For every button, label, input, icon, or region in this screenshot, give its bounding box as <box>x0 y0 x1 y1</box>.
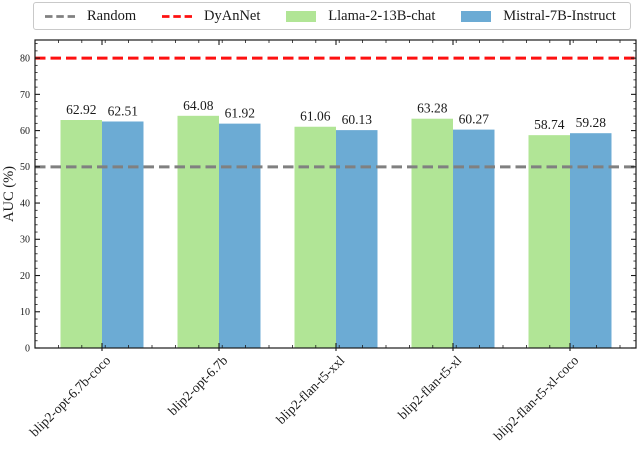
y-tick-label: 10 <box>20 307 30 318</box>
x-tick-label: blip2-opt-6.7b <box>165 353 231 419</box>
bar-blip2-flan-t5-xl-coco-Mistral-7B-Instruct <box>570 133 612 348</box>
x-tick-label: blip2-opt-6.7b-coco <box>27 353 114 440</box>
legend-swatch-rect <box>286 10 317 22</box>
legend-label-random: Random <box>87 7 137 24</box>
mistral-color-swatch <box>461 10 492 22</box>
legend-item-random: Random <box>44 8 136 25</box>
y-tick-label: 40 <box>20 198 30 209</box>
legend-item-mistral: Mistral-7B-Instruct <box>460 8 616 25</box>
y-tick-label: 80 <box>20 54 30 65</box>
bar-blip2-opt-6.7b-Llama-2-13B-chat <box>177 115 219 349</box>
y-tick-label: 0 <box>25 343 30 354</box>
y-tick-label: 60 <box>20 126 30 137</box>
legend-label-mistral: Mistral-7B-Instruct <box>503 7 616 24</box>
bar-value-label: 61.92 <box>225 106 255 121</box>
random-dashed-line-swatch <box>45 14 75 18</box>
bar-blip2-flan-t5-xxl-Llama-2-13B-chat <box>294 126 336 349</box>
bar-blip2-flan-t5-xl-Mistral-7B-Instruct <box>453 129 495 348</box>
bar-blip2-opt-6.7b-coco-Mistral-7B-Instruct <box>102 121 144 348</box>
bar-blip2-opt-6.7b-coco-Llama-2-13B-chat <box>60 120 102 348</box>
bar-value-label: 60.27 <box>459 112 490 127</box>
y-tick-label: 30 <box>20 235 30 246</box>
x-tick-label: blip2-flan-t5-xl-coco <box>491 353 582 444</box>
llama-color-swatch <box>286 10 317 22</box>
x-tick-label: blip2-flan-t5-xl <box>395 353 465 423</box>
legend: Random DyAnNet Llama-2-13B-chat Mistral-… <box>33 2 631 30</box>
legend-label-llama: Llama-2-13B-chat <box>328 7 436 24</box>
legend-item-llama: Llama-2-13B-chat <box>285 8 435 25</box>
legend-label-dyannet: DyAnNet <box>204 7 261 24</box>
dyannet-dashed-line-swatch <box>162 14 192 18</box>
bar-blip2-flan-t5-xxl-Mistral-7B-Instruct <box>336 130 378 348</box>
legend-swatch-rect <box>461 10 492 22</box>
y-tick-label: 50 <box>20 162 30 173</box>
bar-value-label: 62.92 <box>66 102 96 117</box>
bar-blip2-flan-t5-xl-coco-Llama-2-13B-chat <box>528 135 570 348</box>
y-axis-label: AUC (%) <box>1 166 17 222</box>
bar-value-label: 58.74 <box>534 117 565 132</box>
bar-blip2-opt-6.7b-Mistral-7B-Instruct <box>219 123 261 348</box>
bar-value-label: 60.13 <box>342 112 373 127</box>
y-tick-label: 20 <box>20 271 30 282</box>
x-tick-label: blip2-flan-t5-xxl <box>273 353 347 427</box>
bar-value-label: 61.06 <box>300 109 331 124</box>
bar-blip2-flan-t5-xl-Llama-2-13B-chat <box>411 118 453 348</box>
bar-value-label: 64.08 <box>183 98 214 113</box>
bar-value-label: 62.51 <box>108 103 138 118</box>
legend-item-dyannet: DyAnNet <box>161 8 260 25</box>
bar-value-label: 63.28 <box>417 101 448 116</box>
y-tick-label: 70 <box>20 90 30 101</box>
bar-value-label: 59.28 <box>576 115 607 130</box>
